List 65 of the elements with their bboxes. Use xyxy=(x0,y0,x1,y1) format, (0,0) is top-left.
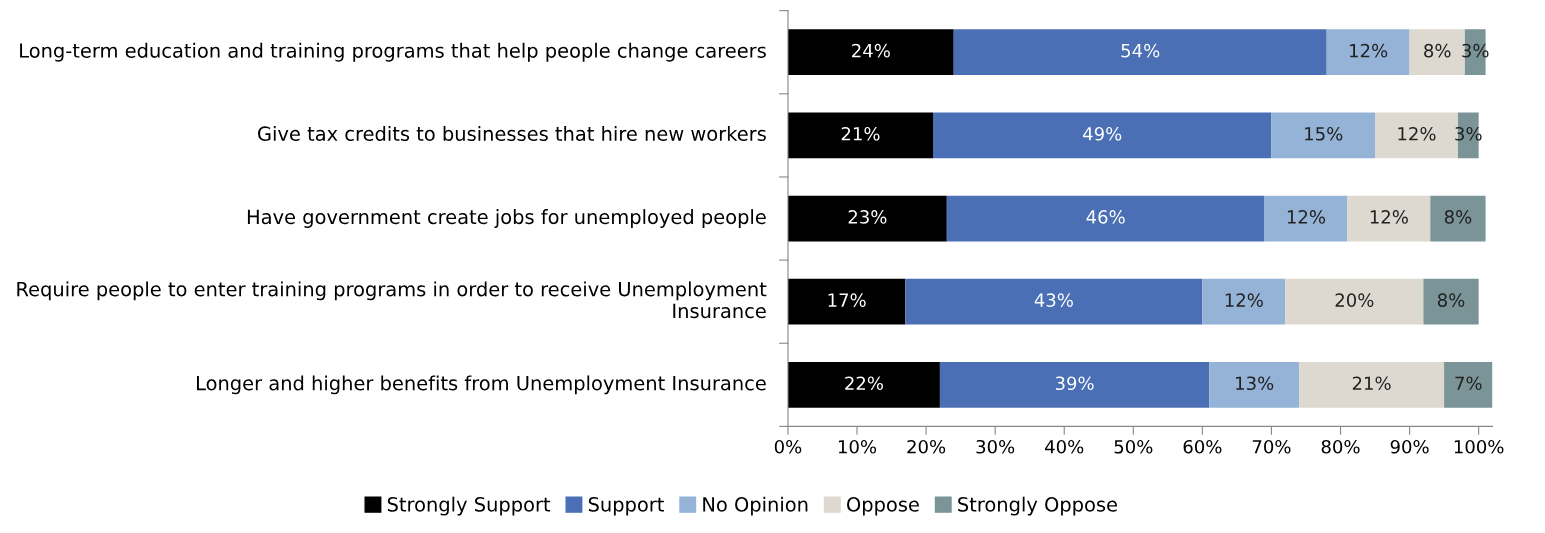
data-label: 24% xyxy=(852,43,890,58)
data-label: 13% xyxy=(1236,376,1274,391)
x-tick-label: 30% xyxy=(976,439,1015,454)
bar xyxy=(939,361,1210,408)
x-tick-label: 20% xyxy=(907,439,946,454)
data-label: 21% xyxy=(1352,376,1391,391)
bar xyxy=(787,29,954,76)
x-tick-label: 40% xyxy=(1045,439,1084,454)
bar xyxy=(787,195,947,242)
bar xyxy=(905,278,1203,325)
x-tick-label: 70% xyxy=(1252,439,1291,454)
x-tick-label: 60% xyxy=(1183,439,1222,454)
data-label: 46% xyxy=(1086,210,1125,224)
data-label: 12% xyxy=(1225,293,1263,307)
legend-label: Strongly Support xyxy=(387,496,551,516)
bar xyxy=(1430,195,1486,242)
data-label: 49% xyxy=(1083,126,1122,141)
data-label: 15% xyxy=(1305,126,1343,141)
data-label: 7% xyxy=(1455,376,1482,391)
data-label: 22% xyxy=(845,376,883,391)
data-label: 23% xyxy=(848,210,887,224)
x-tick-label: 50% xyxy=(1114,439,1153,454)
bar xyxy=(1285,278,1424,325)
bar xyxy=(787,278,906,325)
data-label: 54% xyxy=(1121,43,1160,58)
data-label: 12% xyxy=(1287,210,1326,224)
bar xyxy=(953,29,1327,76)
x-tick-label: 10% xyxy=(838,439,877,454)
bar xyxy=(1209,361,1300,408)
x-tick-label: 0% xyxy=(774,439,802,454)
x-tick-label: 90% xyxy=(1390,439,1429,454)
y-tick-label: Longer and higher benefits from Unemployment Insurance xyxy=(197,375,766,395)
bar xyxy=(946,195,1265,242)
bar xyxy=(787,361,940,408)
legend-label: No Opinion xyxy=(703,496,808,516)
bar xyxy=(1202,278,1286,325)
data-label: 8% xyxy=(1437,293,1465,307)
bar xyxy=(1347,195,1431,242)
data-label: 12% xyxy=(1370,210,1408,224)
bar xyxy=(1271,112,1376,159)
x-tick-label: 100% xyxy=(1454,439,1504,454)
y-tick-label: Give tax credits to businesses that hire new workers xyxy=(258,125,766,142)
bar xyxy=(1264,195,1348,242)
bar xyxy=(1326,29,1410,76)
data-label: 20% xyxy=(1335,293,1374,307)
data-label: 12% xyxy=(1398,126,1436,141)
y-tick-label: Require people to enter training programs in order to receive Unemployment Insurance xyxy=(17,281,767,319)
data-label: 39% xyxy=(1055,376,1094,391)
bar xyxy=(1444,361,1493,408)
data-label: 8% xyxy=(1444,210,1472,224)
legend-label: Oppose xyxy=(847,497,919,516)
data-label: 17% xyxy=(828,293,866,307)
bar xyxy=(1299,361,1445,408)
data-label: 21% xyxy=(841,126,880,141)
legend-label: Strongly Oppose xyxy=(958,496,1117,516)
legend-label: Support xyxy=(588,497,664,516)
x-tick-label: 80% xyxy=(1321,439,1360,454)
data-label: 12% xyxy=(1350,43,1388,58)
bar xyxy=(1423,278,1479,325)
bar xyxy=(787,112,933,159)
data-label: 43% xyxy=(1034,293,1073,307)
y-tick-label: Long-term education and training programs that help people change careers xyxy=(20,42,766,62)
data-label: 8% xyxy=(1424,43,1451,58)
bar xyxy=(933,112,1272,159)
y-tick-label: Have government create jobs for unemployed people xyxy=(247,209,766,228)
